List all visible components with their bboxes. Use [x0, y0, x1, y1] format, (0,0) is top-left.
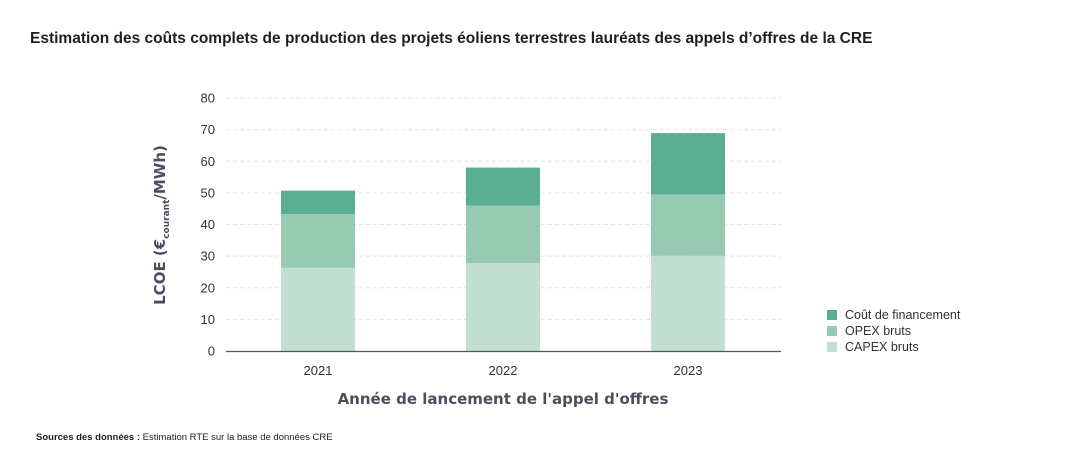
chart-title: Estimation des coûts complets de product…: [30, 30, 873, 47]
x-axis-title: Année de lancement de l'appel d'offres: [338, 390, 669, 408]
legend-label: CAPEX bruts: [845, 340, 919, 354]
bar-segment-co-t-de-financement-2021: [281, 190, 355, 215]
y-tick-label: 0: [208, 344, 215, 359]
legend-label: OPEX bruts: [845, 324, 911, 338]
y-tick-label: 70: [201, 122, 215, 137]
x-tick-labels: 2021 2022 2023: [304, 363, 703, 378]
y-axis-title: LCOE (€courant/MWh): [151, 145, 172, 305]
bars: [281, 133, 725, 351]
y-axis-title-tail: /MWh): [151, 145, 169, 200]
y-tick-label: 60: [201, 154, 215, 169]
y-tick-label: 10: [201, 312, 215, 327]
legend: Coût de financement OPEX bruts CAPEX bruts: [827, 307, 960, 355]
legend-item: CAPEX bruts: [827, 339, 960, 355]
y-axis-title-main: LCOE (€: [151, 239, 169, 305]
legend-label: Coût de financement: [845, 308, 961, 322]
x-tick-label: 2023: [674, 363, 703, 378]
bar-segment-co-t-de-financement-2022: [466, 167, 540, 206]
y-tick-label: 50: [201, 185, 215, 200]
bar-segment-opex-bruts-2022: [466, 205, 540, 264]
bar-segment-opex-bruts-2023: [651, 194, 725, 256]
y-tick-label: 80: [201, 91, 215, 106]
legend-swatch: [827, 326, 837, 336]
x-tick-label: 2022: [489, 363, 518, 378]
bar-segment-capex-bruts-2022: [466, 263, 540, 351]
y-axis-title-subscript: courant: [162, 199, 172, 239]
source-label: Sources des données :: [36, 432, 141, 443]
x-tick-label: 2021: [304, 363, 333, 378]
y-tick-label: 40: [201, 217, 215, 232]
legend-swatch: [827, 342, 837, 352]
bar-segment-capex-bruts-2021: [281, 267, 355, 351]
y-tick-label: 30: [201, 249, 215, 264]
bar-segment-co-t-de-financement-2023: [651, 133, 725, 195]
source-note: Sources des données : Estimation RTE sur…: [36, 432, 333, 443]
legend-item: Coût de financement: [827, 307, 960, 323]
y-tick-label: 20: [201, 280, 215, 295]
legend-swatch: [827, 310, 837, 320]
bar-segment-capex-bruts-2023: [651, 255, 725, 351]
source-text: Estimation RTE sur la base de données CR…: [140, 432, 333, 443]
y-tick-labels: 0 10 20 30 40 50 60 70 80: [201, 91, 215, 359]
legend-item: OPEX bruts: [827, 323, 960, 339]
bar-segment-opex-bruts-2021: [281, 214, 355, 268]
